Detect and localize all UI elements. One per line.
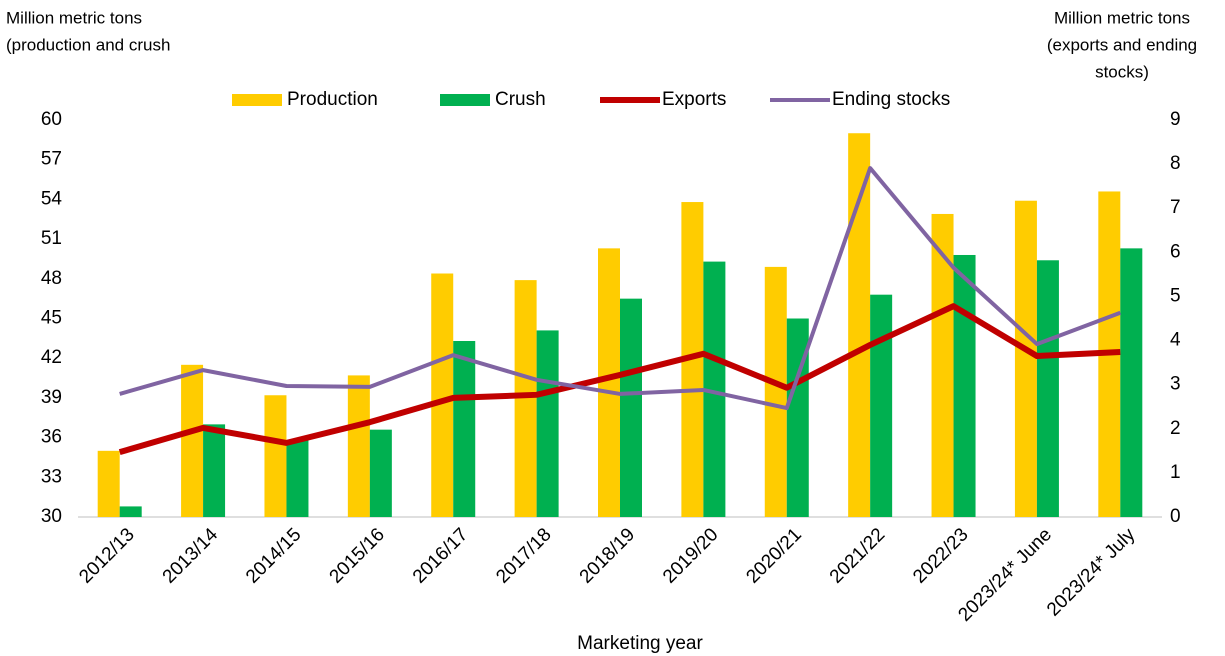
y-tick-label: 48 <box>41 268 62 289</box>
x-tick-label: 2017/18 <box>492 524 555 587</box>
bar <box>264 395 287 517</box>
y2-axis-title: Million metric tons <box>1054 8 1190 27</box>
legend-label: Exports <box>662 89 726 110</box>
y-tick-label: 30 <box>41 506 62 527</box>
bar <box>1120 248 1143 517</box>
y-tick-label: 33 <box>41 466 62 487</box>
y2-tick-label: 6 <box>1170 241 1181 262</box>
x-tick-label: 2021/22 <box>826 524 889 587</box>
bar <box>97 450 120 517</box>
y-tick-label: 36 <box>41 427 62 448</box>
x-tick-label: 2019/20 <box>659 524 722 587</box>
x-tick-label: 2015/16 <box>326 524 389 587</box>
x-tick-label: 2022/23 <box>909 524 972 587</box>
y2-tick-label: 7 <box>1170 197 1181 218</box>
x-tick-label: 2023/24* July <box>1043 524 1140 621</box>
bar <box>431 273 454 517</box>
y2-tick-label: 8 <box>1170 153 1181 174</box>
line <box>118 303 1121 456</box>
bar <box>764 266 787 517</box>
y-tick-label: 54 <box>41 188 63 209</box>
bar <box>119 506 142 517</box>
legend-swatch <box>232 94 282 106</box>
y2-tick-label: 4 <box>1170 330 1181 351</box>
y-axis-title: Million metric tons <box>6 8 142 27</box>
bar <box>453 340 476 517</box>
y-tick-label: 60 <box>41 109 62 130</box>
y2-axis-title: stocks) <box>1095 62 1149 81</box>
bar <box>1036 260 1059 517</box>
bar <box>703 261 726 517</box>
bar <box>598 248 620 517</box>
x-tick-label: 2018/19 <box>576 524 639 587</box>
bar <box>203 424 226 517</box>
bar <box>369 429 392 517</box>
bar <box>514 280 537 517</box>
y2-tick-label: 3 <box>1170 374 1181 395</box>
bar <box>786 318 809 517</box>
x-tick-label: 2020/21 <box>742 524 805 587</box>
y2-tick-label: 0 <box>1170 506 1181 527</box>
bar <box>181 364 204 517</box>
bar <box>286 440 309 517</box>
bar <box>347 375 370 517</box>
y2-tick-label: 2 <box>1170 418 1181 439</box>
y-tick-label: 57 <box>41 149 62 170</box>
y-tick-label: 39 <box>41 387 62 408</box>
legend-label: Crush <box>495 89 546 110</box>
bar <box>953 254 976 518</box>
bar <box>870 294 893 517</box>
legend-label: Production <box>287 89 378 110</box>
y2-tick-label: 5 <box>1170 285 1181 306</box>
y-tick-label: 42 <box>41 347 62 368</box>
y-tick-label: 51 <box>41 228 62 249</box>
bar <box>536 330 559 517</box>
y-tick-label: 45 <box>41 308 62 329</box>
x-tick-label: 2013/14 <box>159 524 223 588</box>
bar <box>1014 200 1037 517</box>
x-tick-label: 2016/17 <box>409 524 472 587</box>
x-tick-label: 2012/13 <box>75 524 138 587</box>
y2-tick-label: 1 <box>1170 462 1181 483</box>
legend-label: Ending stocks <box>832 89 950 110</box>
legend-swatch <box>440 94 490 106</box>
bar <box>931 213 954 517</box>
y2-tick-label: 9 <box>1170 109 1181 130</box>
line <box>119 166 1122 411</box>
x-tick-label: 2014/15 <box>242 524 305 587</box>
x-axis-title: Marketing year <box>577 633 703 654</box>
bar <box>848 133 871 517</box>
bar <box>620 298 642 517</box>
y-axis-title: (production and crush <box>6 35 170 54</box>
y2-axis-title: (exports and ending <box>1047 35 1197 54</box>
